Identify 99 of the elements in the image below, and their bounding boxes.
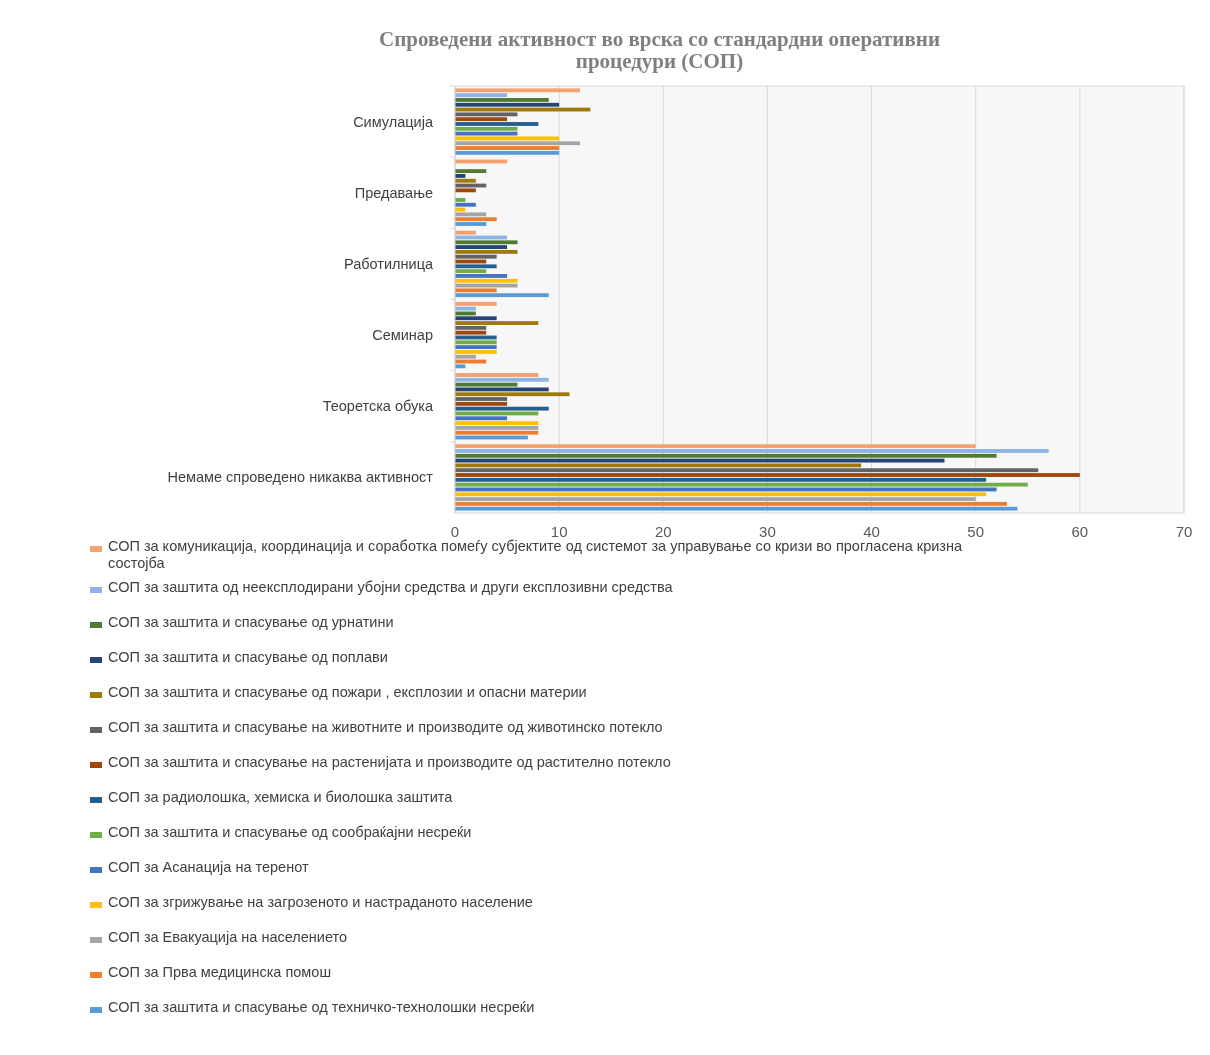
- bar: [455, 222, 487, 226]
- bar: [455, 188, 476, 193]
- bar: [455, 131, 518, 136]
- bar: [455, 212, 487, 217]
- bar: [455, 274, 508, 278]
- bar: [455, 492, 987, 497]
- bar: [455, 269, 487, 274]
- bar: [455, 373, 539, 377]
- bar: [455, 88, 580, 93]
- bar: [455, 377, 549, 382]
- bar: [455, 477, 987, 482]
- bar: [455, 178, 476, 183]
- bar: [455, 202, 476, 207]
- legend-label: СОП за заштита и спасување на животните и производите од животинско потекло: [108, 719, 663, 735]
- bar: [455, 406, 549, 411]
- x-tick-label: 60: [1071, 523, 1089, 540]
- bar: [455, 126, 518, 131]
- chart-title: Спроведени активност во врска со стандардни оперативни процедури (СОП): [378, 27, 941, 73]
- bar: [455, 122, 539, 126]
- y-tick-label: Предавање: [354, 184, 433, 201]
- bar: [455, 98, 549, 102]
- legend-label: СОП за заштита и спасување од сообраќајни несреќи: [108, 824, 472, 840]
- bar: [455, 169, 487, 174]
- bar: [455, 293, 549, 298]
- y-tick-label: Теоретска обука: [322, 398, 434, 415]
- x-tick-label: 70: [1175, 523, 1193, 540]
- bar: [455, 198, 466, 202]
- bar: [455, 207, 466, 212]
- bar: [455, 316, 497, 321]
- bar: [455, 249, 518, 254]
- bar: [455, 392, 570, 397]
- legend-label: СОП за комуникација, координација и соработка помеѓу субјектите од системот за управување со кризи во прогласена кризна состојба: [108, 538, 963, 571]
- legend-label: СОП за заштита од неексплодирани убојни средства и други експлозивни средства: [108, 579, 674, 595]
- bar: [455, 449, 1049, 453]
- bar: [455, 264, 497, 269]
- legend-label: СОП за Асанација на теренот: [108, 859, 309, 875]
- x-tick-label: 30: [759, 523, 776, 540]
- bar: [455, 217, 497, 222]
- bar: [455, 444, 976, 449]
- bar: [455, 349, 497, 354]
- bar: [455, 330, 487, 335]
- bar: [455, 321, 539, 325]
- x-tick-label: 20: [654, 523, 672, 540]
- legend-label: СОП за Евакуација на населението: [108, 929, 348, 945]
- bar: [455, 288, 497, 293]
- bar: [455, 468, 1039, 473]
- bar: [455, 425, 539, 430]
- bar: [455, 421, 539, 425]
- y-tick-label: Симулација: [353, 113, 434, 130]
- bar: [455, 136, 560, 141]
- bar: [455, 141, 580, 146]
- bar: [455, 430, 539, 435]
- x-tick-label: 0: [450, 523, 460, 540]
- bar: [455, 150, 560, 155]
- bar: [455, 254, 497, 259]
- y-tick-label: Работилница: [344, 255, 434, 272]
- bar: [455, 364, 466, 369]
- legend-label: СОП за заштита и спасување од поплави: [108, 649, 388, 665]
- bar: [455, 387, 549, 392]
- bar: [455, 401, 508, 406]
- x-tick-label: 10: [550, 523, 568, 540]
- bar: [455, 301, 497, 306]
- bar: [455, 463, 862, 468]
- bar: [455, 345, 497, 350]
- bar: [455, 230, 476, 235]
- bar: [455, 174, 466, 178]
- bar: [455, 458, 945, 463]
- legend-label: СОП за заштита и спасување од урнатини: [108, 614, 394, 630]
- bar: [455, 278, 518, 283]
- bar: [455, 501, 1007, 506]
- x-tick-label: 50: [967, 523, 985, 540]
- bar: [455, 506, 1018, 511]
- bar: [455, 146, 560, 150]
- legend-label: СОП за згрижување на загрозеното и настраданото население: [108, 894, 533, 910]
- bar: [455, 453, 997, 458]
- bar: [455, 382, 518, 387]
- bar: [455, 397, 508, 401]
- legend-label: СОП за Прва медицинска помош: [108, 964, 332, 980]
- bar: [455, 240, 518, 245]
- bar: [455, 112, 518, 117]
- legend-label: СОП за заштита и спасување на растенијата и производите од растително потекло: [108, 754, 671, 770]
- legend-label: СОП за заштита и спасување од пожари , експлозии и опасни материи: [108, 684, 587, 700]
- legend-label: СОП за радиолошка, хемиска и биолошка заштита: [108, 789, 454, 805]
- bar: [455, 117, 508, 122]
- bar: [455, 102, 560, 107]
- bar: [455, 93, 508, 98]
- bar: [455, 416, 508, 421]
- bar: [455, 497, 976, 501]
- legend-label: СОП за заштита и спасување од техничко-технолошки несреќи: [108, 999, 535, 1015]
- x-tick-label: 40: [863, 523, 880, 540]
- y-tick-label: Немаме спроведено никаква активност: [167, 469, 434, 486]
- y-tick-label: Семинар: [372, 327, 433, 344]
- bar: [455, 354, 476, 359]
- bar: [455, 482, 1028, 487]
- bar: [455, 245, 508, 250]
- bar: [455, 306, 476, 311]
- bar: [455, 340, 497, 345]
- bar: [455, 325, 487, 330]
- bar: [455, 473, 1080, 477]
